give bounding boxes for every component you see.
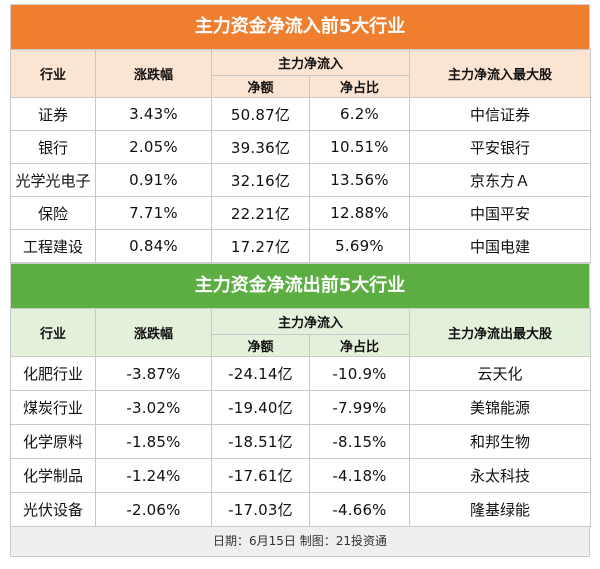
header-main-inflow: 主力净流入 bbox=[210, 308, 411, 335]
stock-cell: 和邦生物 bbox=[409, 424, 592, 459]
change-cell: 3.43% bbox=[95, 97, 212, 131]
outflow-header-row: 行业 涨跌幅 主力净流入 主力净流出最大股 bbox=[10, 308, 592, 357]
table-row: 银行 2.05% 39.36亿 10.51% 平安银行 bbox=[10, 130, 592, 164]
header-industry: 行业 bbox=[10, 308, 96, 357]
table-row: 证券 3.43% 50.87亿 6.2% 中信证券 bbox=[10, 97, 592, 131]
table-row: 煤炭行业 -3.02% -19.40亿 -7.99% 美锦能源 bbox=[10, 390, 592, 425]
net-cell: 17.27亿 bbox=[211, 229, 310, 263]
table-row: 化学原料 -1.85% -18.51亿 -8.15% 和邦生物 bbox=[10, 424, 592, 459]
change-cell: -1.24% bbox=[95, 458, 212, 493]
stock-cell: 京东方Ａ bbox=[409, 163, 592, 197]
change-cell: -2.06% bbox=[95, 492, 212, 527]
table-row: 光学光电子 0.91% 32.16亿 13.56% 京东方Ａ bbox=[10, 163, 592, 197]
ratio-cell: 13.56% bbox=[308, 163, 411, 197]
inflow-header-row: 行业 涨跌幅 主力净流入 主力净流入最大股 bbox=[10, 49, 592, 98]
header-ratio: 净占比 bbox=[308, 75, 411, 98]
ratio-cell: -8.15% bbox=[308, 424, 411, 459]
industry-cell: 工程建设 bbox=[10, 229, 96, 263]
net-cell: -17.61亿 bbox=[211, 458, 310, 493]
header-industry: 行业 bbox=[10, 49, 96, 98]
change-cell: -1.85% bbox=[95, 424, 212, 459]
ratio-cell: -4.18% bbox=[308, 458, 411, 493]
stock-cell: 云天化 bbox=[409, 356, 592, 391]
inflow-table: 行业 涨跌幅 主力净流入 主力净流入最大股 净额 净占比 证券 3.43% 50… bbox=[10, 49, 592, 263]
net-cell: -17.03亿 bbox=[211, 492, 310, 527]
footer-note: 日期：6月15日 制图：21投资通 bbox=[10, 527, 590, 557]
change-cell: -3.87% bbox=[95, 356, 212, 391]
ratio-cell: 12.88% bbox=[308, 196, 411, 230]
ratio-cell: 5.69% bbox=[308, 229, 411, 263]
header-top-stock: 主力净流出最大股 bbox=[409, 308, 592, 357]
ratio-cell: 10.51% bbox=[308, 130, 411, 164]
industry-cell: 光伏设备 bbox=[10, 492, 96, 527]
net-cell: 50.87亿 bbox=[211, 97, 310, 131]
industry-cell: 证券 bbox=[10, 97, 96, 131]
stock-cell: 隆基绿能 bbox=[409, 492, 592, 527]
ratio-cell: -7.99% bbox=[308, 390, 411, 425]
table-row: 保险 7.71% 22.21亿 12.88% 中国平安 bbox=[10, 196, 592, 230]
table-row: 化肥行业 -3.87% -24.14亿 -10.9% 云天化 bbox=[10, 356, 592, 391]
outflow-title: 主力资金净流出前5大行业 bbox=[10, 263, 590, 308]
net-cell: -24.14亿 bbox=[211, 356, 310, 391]
net-cell: -19.40亿 bbox=[211, 390, 310, 425]
table-row: 化学制品 -1.24% -17.61亿 -4.18% 永太科技 bbox=[10, 458, 592, 493]
stock-cell: 美锦能源 bbox=[409, 390, 592, 425]
stock-cell: 中国平安 bbox=[409, 196, 592, 230]
ratio-cell: -10.9% bbox=[308, 356, 411, 391]
net-cell: 22.21亿 bbox=[211, 196, 310, 230]
ratio-cell: 6.2% bbox=[308, 97, 411, 131]
header-ratio: 净占比 bbox=[308, 334, 411, 357]
change-cell: -3.02% bbox=[95, 390, 212, 425]
header-net: 净额 bbox=[211, 75, 310, 98]
header-main-inflow: 主力净流入 bbox=[210, 49, 411, 76]
industry-cell: 化学原料 bbox=[10, 424, 96, 459]
net-cell: 32.16亿 bbox=[211, 163, 310, 197]
header-change: 涨跌幅 bbox=[95, 49, 212, 98]
change-cell: 0.91% bbox=[95, 163, 212, 197]
outflow-table: 行业 涨跌幅 主力净流入 主力净流出最大股 净额 净占比 化肥行业 -3.87%… bbox=[10, 308, 592, 527]
net-cell: 39.36亿 bbox=[211, 130, 310, 164]
header-top-stock: 主力净流入最大股 bbox=[409, 49, 592, 98]
table-row: 光伏设备 -2.06% -17.03亿 -4.66% 隆基绿能 bbox=[10, 492, 592, 527]
inflow-title: 主力资金净流入前5大行业 bbox=[10, 4, 590, 49]
change-cell: 7.71% bbox=[95, 196, 212, 230]
header-change: 涨跌幅 bbox=[95, 308, 212, 357]
stock-cell: 中国电建 bbox=[409, 229, 592, 263]
industry-cell: 光学光电子 bbox=[10, 163, 96, 197]
outflow-subheader-row: 净额 净占比 bbox=[11, 334, 591, 357]
change-cell: 0.84% bbox=[95, 229, 212, 263]
industry-cell: 煤炭行业 bbox=[10, 390, 96, 425]
inflow-subheader-row: 净额 净占比 bbox=[11, 75, 591, 98]
net-cell: -18.51亿 bbox=[211, 424, 310, 459]
header-net: 净额 bbox=[211, 334, 310, 357]
stock-cell: 永太科技 bbox=[409, 458, 592, 493]
industry-cell: 化肥行业 bbox=[10, 356, 96, 391]
ratio-cell: -4.66% bbox=[308, 492, 411, 527]
stock-cell: 平安银行 bbox=[409, 130, 592, 164]
industry-cell: 保险 bbox=[10, 196, 96, 230]
stock-cell: 中信证券 bbox=[409, 97, 592, 131]
industry-cell: 银行 bbox=[10, 130, 96, 164]
table-row: 工程建设 0.84% 17.27亿 5.69% 中国电建 bbox=[10, 229, 592, 263]
industry-cell: 化学制品 bbox=[10, 458, 96, 493]
change-cell: 2.05% bbox=[95, 130, 212, 164]
report: 主力资金净流入前5大行业 行业 涨跌幅 主力净流入 主力净流入最大股 净额 净占… bbox=[10, 4, 592, 557]
